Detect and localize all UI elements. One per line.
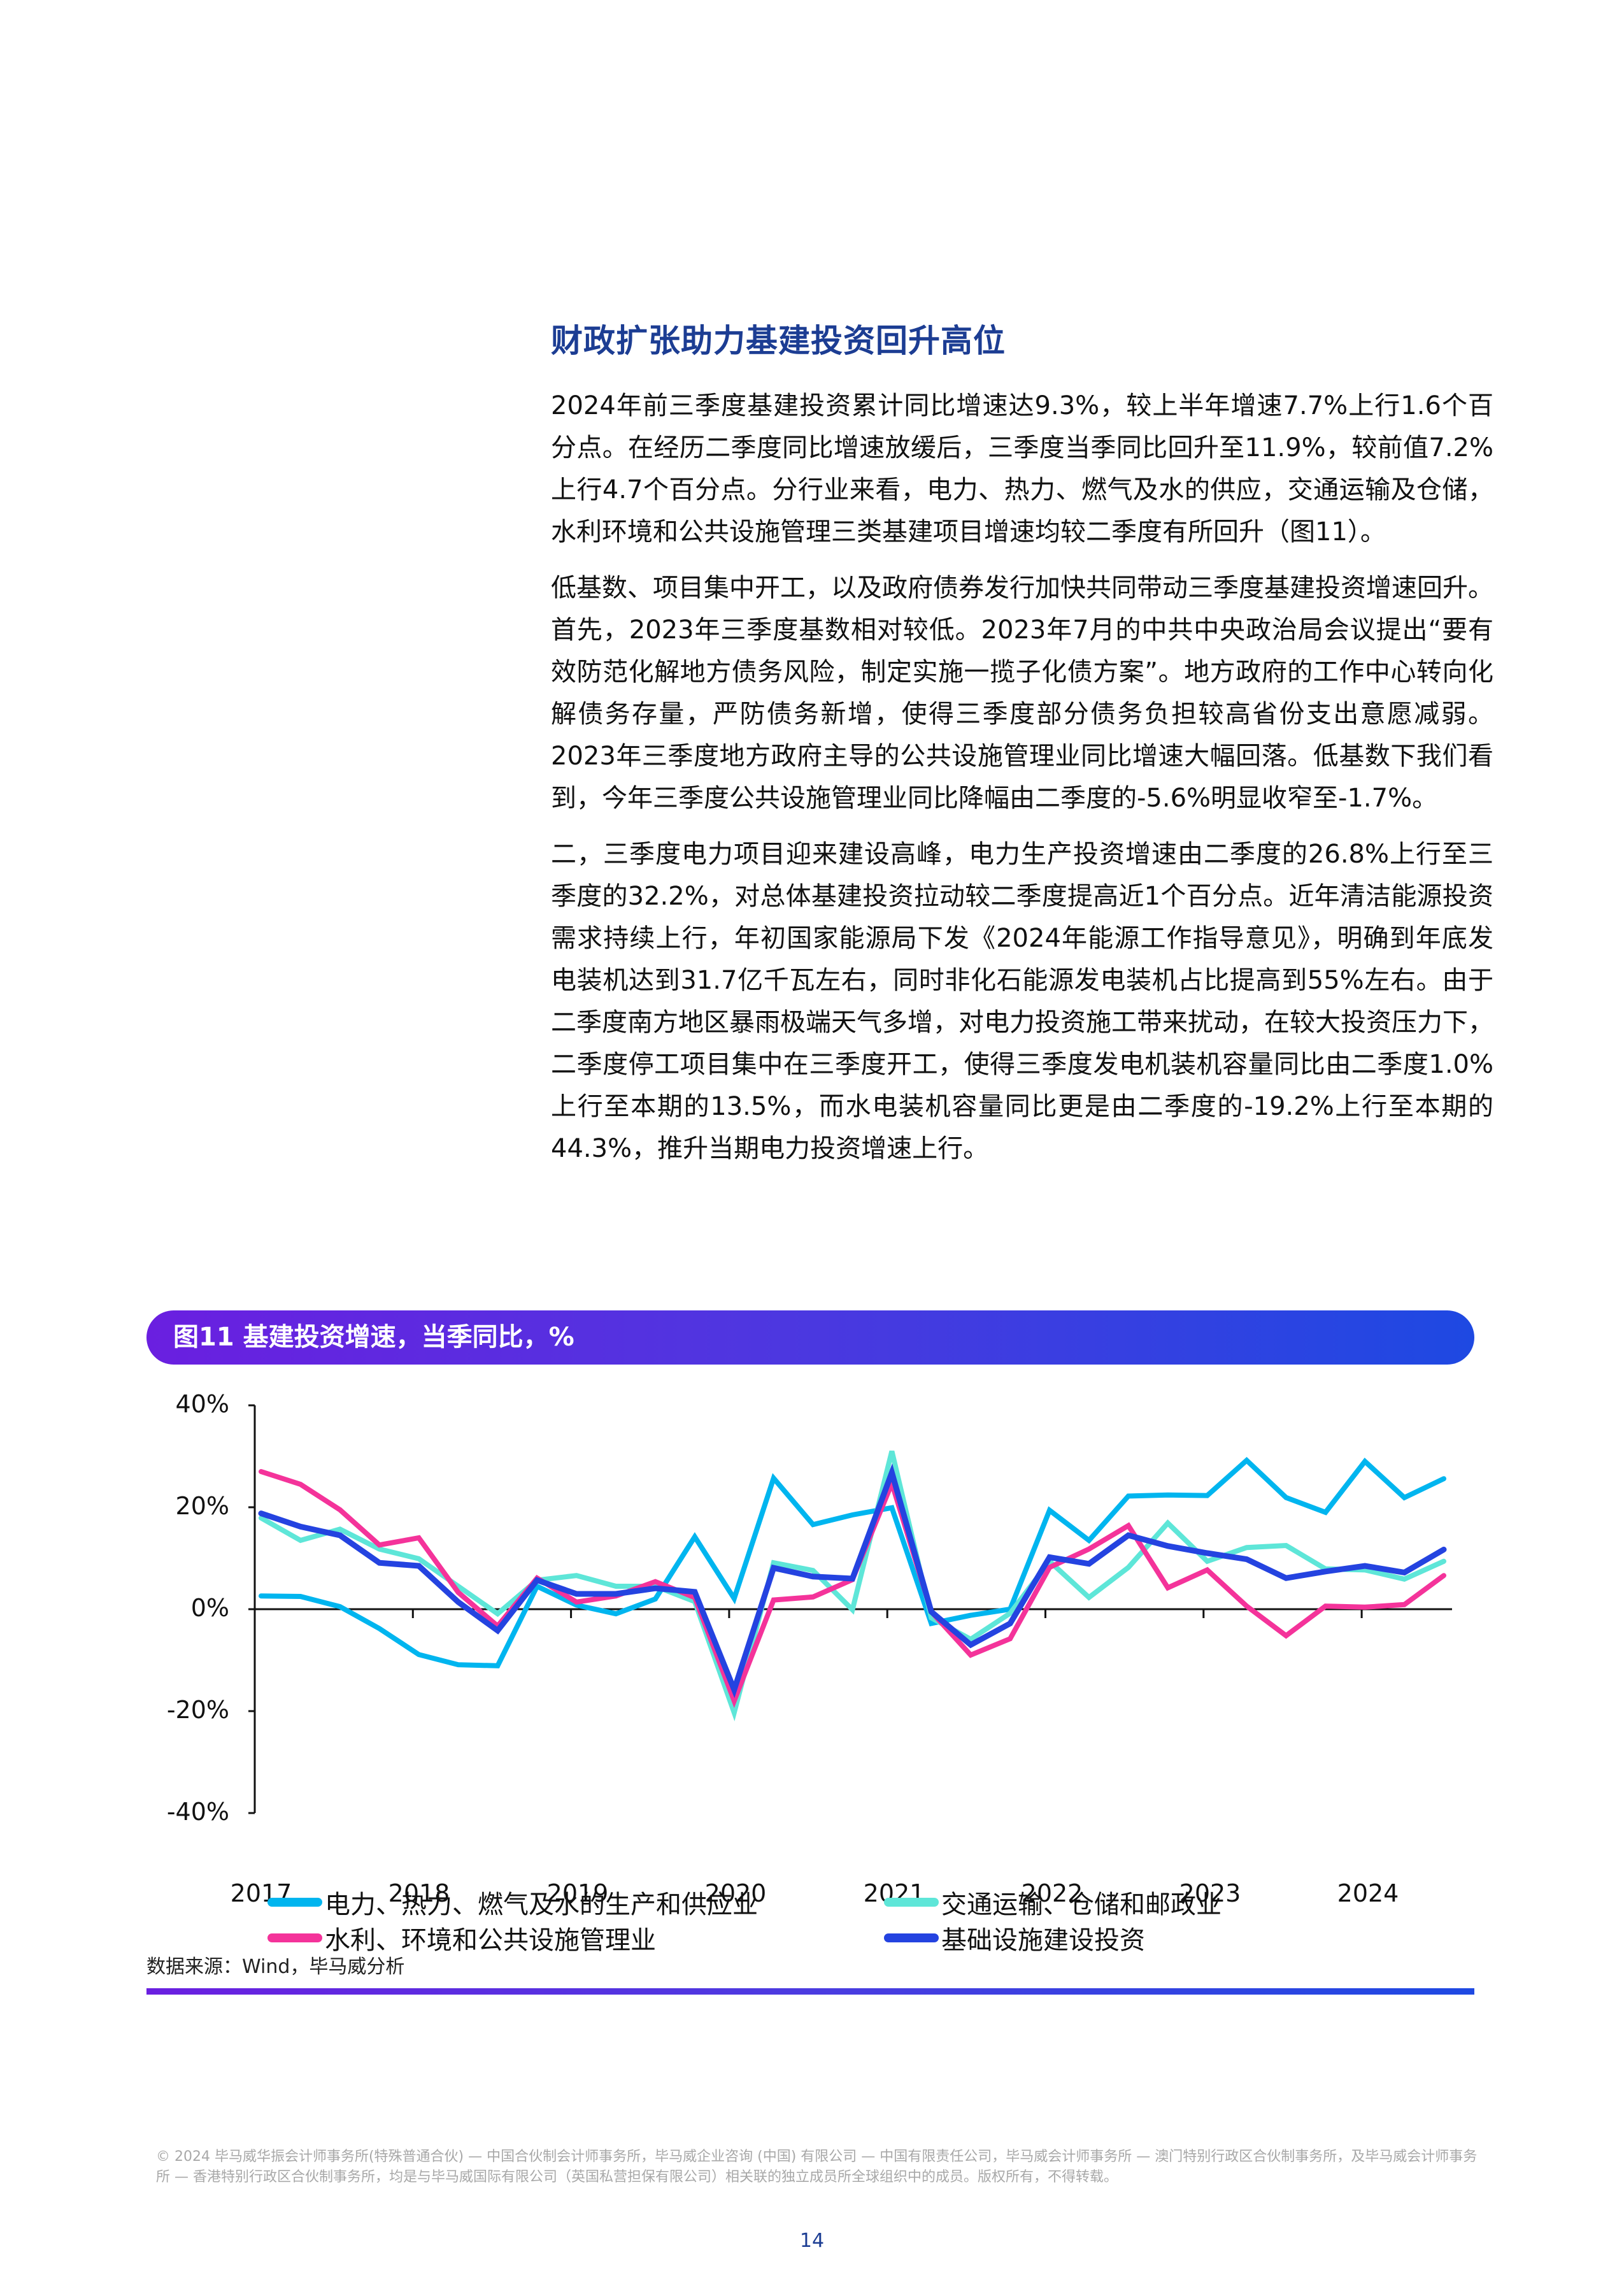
legend-label: 交通运输、仓储和邮政业 — [941, 1890, 1222, 1919]
series-line — [259, 1456, 1446, 1668]
line-chart: 40% 20% 0% -20% -40% 2017 2018 2019 2020… — [146, 1389, 1497, 1907]
plot-area — [248, 1404, 1452, 1814]
paragraph-3: 二，三季度电力项目迎来建设高峰，电力生产投资增速由二季度的26.8%上行至三季度… — [551, 840, 1493, 1163]
legend-swatch-icon — [884, 1898, 939, 1907]
series-line — [259, 1451, 1446, 1721]
article-section: 财政扩张助力基建投资回升高位 2024年前三季度基建投资累计同比增速达9.3%，… — [551, 319, 1493, 1184]
y-tick-label: -20% — [166, 1696, 229, 1724]
y-tick-label: 0% — [190, 1594, 229, 1622]
series-line — [258, 1463, 1447, 1698]
figure-title: 图11 基建投资增速，当季同比，% — [173, 1323, 574, 1352]
x-tick-label: 2018 — [388, 1879, 450, 1907]
paragraph-2: 低基数、项目集中开工，以及政府债券发行加快共同带动三季度基建投资增速回升。首先，… — [551, 573, 1493, 813]
y-tick-label: 40% — [175, 1390, 229, 1418]
legend-label: 基础设施建设投资 — [941, 1926, 1145, 1955]
series-lines — [258, 1451, 1447, 1721]
legend-label: 电力、热力、燃气及水的生产和供应业 — [325, 1890, 758, 1919]
figure-title-bar: 图11 基建投资增速，当季同比，% — [146, 1310, 1474, 1365]
x-tick-label: 2019 — [546, 1879, 609, 1907]
legend-swatch-icon — [884, 1933, 939, 1942]
x-tick-label: 2023 — [1179, 1879, 1241, 1907]
paragraph-1: 2024年前三季度基建投资累计同比增速达9.3%，较上半年增速7.7%上行1.6… — [551, 391, 1493, 547]
legend-item-transport: 交通运输、仓储和邮政业 — [884, 1884, 1222, 1920]
legend-item-power: 电力、热力、燃气及水的生产和供应业 — [267, 1884, 758, 1920]
legend-swatch-icon — [267, 1898, 322, 1907]
page-number: 14 — [799, 2230, 825, 2252]
legal-footer: © 2024 毕马威华振会计师事务所(特殊普通合伙) — 中国合伙制会计师事务所… — [156, 2149, 1478, 2185]
figure-bottom-rule — [146, 1988, 1474, 1995]
legend-item-water-environment: 水利、环境和公共设施管理业 — [267, 1920, 656, 1956]
x-tick-label: 2022 — [1021, 1879, 1083, 1907]
legend-label: 水利、环境和公共设施管理业 — [325, 1926, 656, 1955]
y-tick-label: 20% — [175, 1492, 229, 1520]
section-heading: 财政扩张助力基建投资回升高位 — [551, 322, 1006, 359]
x-tick-label: 2024 — [1337, 1879, 1399, 1907]
y-tick-label: -40% — [166, 1798, 229, 1826]
legend-item-infrastructure: 基础设施建设投资 — [884, 1920, 1145, 1956]
data-source-note: 数据来源：Wind，毕马威分析 — [146, 1956, 405, 1978]
x-tick-label: 2020 — [704, 1879, 767, 1907]
legend-swatch-icon — [267, 1933, 322, 1942]
